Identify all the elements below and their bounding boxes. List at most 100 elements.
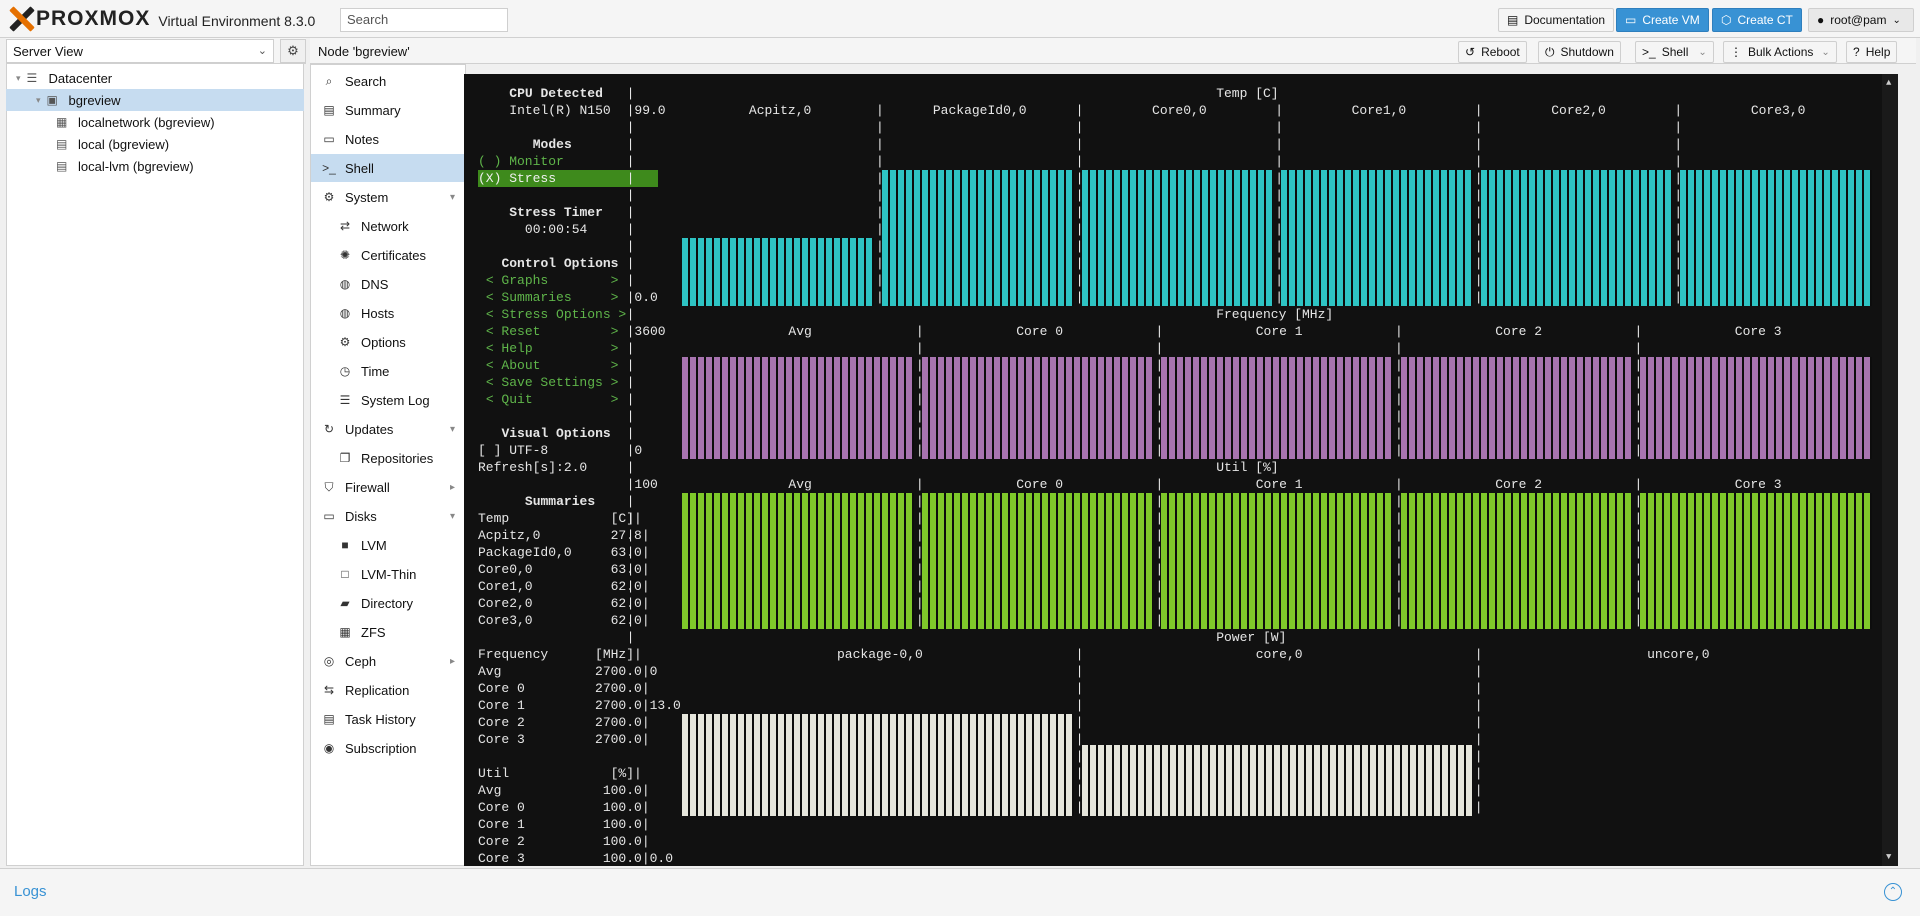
chevron-icon: ▾	[449, 510, 455, 522]
temp-col-divider: |	[876, 273, 884, 288]
user-menu-button[interactable]: ● root@pam ⌄	[1808, 8, 1914, 32]
menu-item-hosts[interactable]: ◍ Hosts	[311, 299, 465, 327]
menu-item-dns[interactable]: ◍ DNS	[311, 270, 465, 298]
tree-item-localnetwork[interactable]: ▦ localnetwork (bgreview)	[6, 111, 304, 133]
menu-item-replication[interactable]: ⇆ Replication	[311, 676, 465, 704]
control-reset-button[interactable]: < Reset >	[485, 324, 619, 339]
menu-item-ceph[interactable]: ◎ Ceph ▸	[311, 647, 465, 675]
menu-item-lvm-thin[interactable]: □ LVM-Thin	[311, 560, 465, 588]
search-input[interactable]: Search	[340, 8, 508, 32]
menu-item-lvm[interactable]: ■ LVM	[311, 531, 465, 559]
reboot-button[interactable]: ↺ Reboot	[1458, 41, 1527, 63]
menu-item-notes[interactable]: ▭ Notes	[311, 125, 465, 153]
control-quit-button[interactable]: < Quit >	[485, 392, 619, 407]
create-vm-label: Create VM	[1642, 13, 1700, 27]
user-label: root@pam	[1830, 13, 1887, 27]
control-summaries-button[interactable]: < Summaries >	[485, 290, 619, 305]
square-icon: ■	[341, 538, 349, 552]
menu-item-firewall[interactable]: ⛉ Firewall ▸	[311, 473, 465, 501]
temp-bar	[682, 238, 874, 306]
tree-item-datacenter[interactable]: ▾ ☰ Datacenter	[6, 67, 304, 89]
menu-item-certificates[interactable]: ✺ Certificates	[311, 241, 465, 269]
menu-item-label: Updates	[345, 421, 394, 437]
menu-item-shell[interactable]: >_ Shell	[311, 154, 465, 182]
temp-col-divider: |	[1075, 256, 1084, 271]
freq-col-divider: |	[915, 375, 924, 390]
tree-expander[interactable]: ▾	[36, 94, 41, 105]
temp-bar	[882, 170, 1074, 306]
tree-item-local[interactable]: ▤ local (bgreview)	[6, 133, 304, 155]
view-select[interactable]: Server View ⌄	[6, 39, 274, 63]
menu-item-time[interactable]: ◷ Time	[311, 357, 465, 385]
logo-x-icon	[8, 6, 35, 32]
retweet-icon: ⇆	[323, 683, 335, 697]
temp-col-divider: |	[1275, 239, 1283, 254]
proxmox-logo: PROXMOX Virtual Environment 8.3.0	[8, 6, 315, 32]
freq-col-divider: |	[1155, 443, 1164, 458]
bulk-actions-button[interactable]: ⋮ Bulk Actions ⌄	[1723, 41, 1837, 63]
menu-item-subscription[interactable]: ◉ Subscription	[311, 734, 465, 762]
temp-col-divider: |	[1075, 171, 1084, 186]
menu-item-label: Replication	[345, 682, 410, 698]
shutdown-button[interactable]: ⏻ Shutdown	[1538, 41, 1621, 63]
tree-expander[interactable]: ▾	[16, 72, 21, 83]
shell-terminal[interactable]: ▲ ▼ CPU Detected Intel(R) N150 Modes ( ) Mo…	[464, 74, 1898, 866]
documentation-button[interactable]: ▤ Documentation	[1498, 8, 1615, 32]
temp-summary-row: Core1,0 62.0|	[478, 579, 650, 594]
menu-item-options[interactable]: ⚙ Options	[311, 328, 465, 356]
menu-item-disks[interactable]: ▭ Disks ▾	[311, 502, 465, 530]
tree-item-local-lvm[interactable]: ▤ local-lvm (bgreview)	[6, 155, 304, 177]
control-help-button[interactable]: < Help >	[485, 341, 619, 356]
control-graphs-button[interactable]: < Graphs >	[485, 273, 619, 288]
control-about-button[interactable]: < About >	[485, 358, 619, 373]
freq-summary-row: Core 3 2700.0|	[478, 732, 650, 747]
cube-icon: ⬡	[1721, 13, 1732, 27]
menu-item-network[interactable]: ⇄ Network	[311, 212, 465, 240]
logs-title[interactable]: Logs	[14, 883, 47, 900]
gear-icon[interactable]: ⚙	[280, 39, 306, 63]
freq-col-divider: |	[1634, 392, 1643, 407]
tree-item-node[interactable]: ▾ ▣ bgreview	[6, 89, 304, 111]
temp-col-divider: |	[1674, 273, 1683, 288]
temp-graph-title: Temp [C]	[1216, 86, 1279, 101]
node-icon: ▣	[46, 93, 58, 107]
power-col-divider: |	[1075, 766, 1084, 781]
resource-tree-panel	[6, 38, 304, 866]
menu-item-system-log[interactable]: ☰ System Log	[311, 386, 465, 414]
menu-item-updates[interactable]: ↻ Updates ▾	[311, 415, 465, 443]
desktop-icon: ▭	[1625, 13, 1637, 27]
stress-highlight	[478, 170, 658, 187]
create-ct-button[interactable]: ⬡ Create CT	[1712, 8, 1802, 32]
stress-radio[interactable]: (X) Stress	[478, 171, 557, 186]
list-alt-icon: ▤	[323, 712, 335, 726]
menu-item-search[interactable]: ⌕ Search	[311, 67, 465, 95]
temp-col-divider: |	[1674, 222, 1683, 237]
create-vm-button[interactable]: ▭ Create VM	[1616, 8, 1709, 32]
utf8-checkbox: [ ] UTF-8	[478, 443, 549, 458]
menu-item-label: Task History	[345, 711, 416, 727]
util-graph-max: 100	[634, 477, 658, 492]
freq-col-divider: |	[1634, 358, 1643, 373]
control-stress-options-button[interactable]: < Stress Options >	[485, 307, 627, 322]
menu-item-task-history[interactable]: ▤ Task History	[311, 705, 465, 733]
terminal-scrollbar[interactable]: ▲ ▼	[1882, 74, 1898, 866]
control-save-settings-button[interactable]: < Save Settings >	[485, 375, 619, 390]
divider-bar: |	[626, 579, 635, 594]
freq-bar	[1400, 357, 1633, 459]
util-col-divider: |	[1394, 613, 1403, 628]
menu-item-directory[interactable]: ▰ Directory	[311, 589, 465, 617]
temp-col-divider: |	[876, 103, 884, 118]
chevron-up-icon[interactable]: ⌃	[1884, 883, 1902, 901]
menu-item-system[interactable]: ⚙ System ▾	[311, 183, 465, 211]
temp-col-divider: |	[1075, 290, 1084, 305]
menu-item-label: Ceph	[345, 653, 377, 669]
freq-col-label: Core 0	[1016, 324, 1064, 339]
shell-button[interactable]: >_ Shell ⌄	[1635, 41, 1714, 63]
scroll-down-icon[interactable]: ▼	[1886, 852, 1892, 862]
menu-item-summary[interactable]: ▤ Summary	[311, 96, 465, 124]
help-button[interactable]: ? Help	[1846, 41, 1898, 63]
menu-item-zfs[interactable]: ▦ ZFS	[311, 618, 465, 646]
power-col-divider: |	[1474, 783, 1483, 798]
menu-item-repositories[interactable]: ❐ Repositories	[311, 444, 465, 472]
scroll-up-icon[interactable]: ▲	[1886, 78, 1892, 88]
